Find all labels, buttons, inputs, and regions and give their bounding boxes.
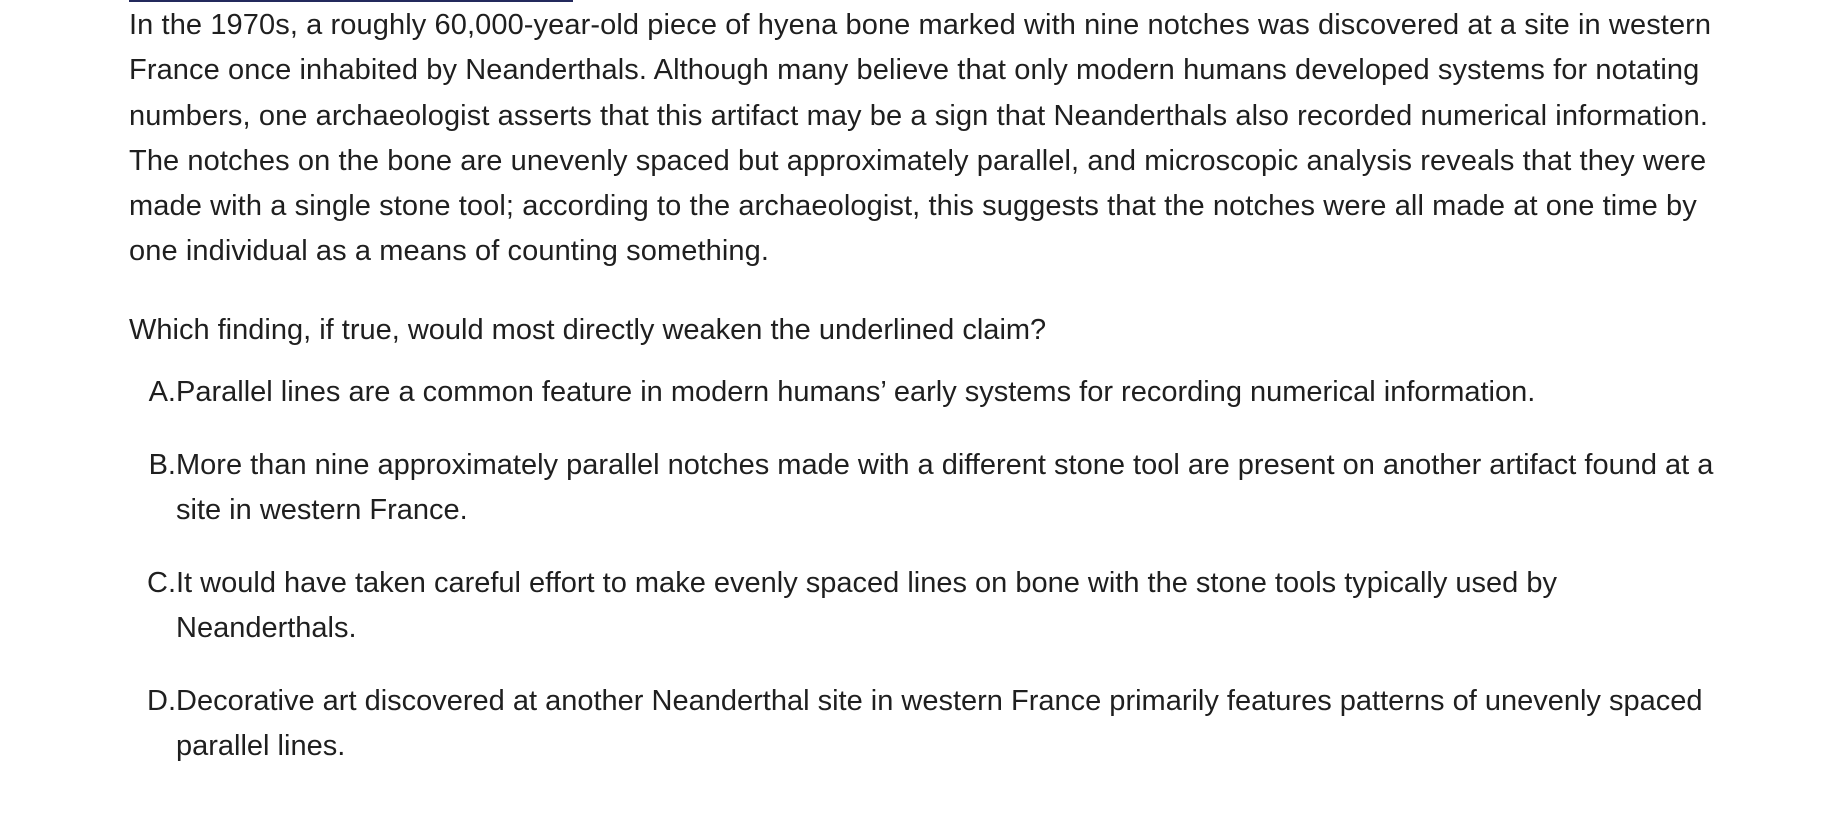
answer-choices: A. Parallel lines are a common feature i… (129, 370, 1729, 769)
choice-a-text: Parallel lines are a common feature in m… (176, 375, 1536, 408)
choice-c-text: It would have taken careful effort to ma… (176, 566, 1557, 644)
choice-c[interactable]: C. It would have taken careful effort to… (129, 561, 1729, 651)
question-stem: Which finding, if true, would most direc… (129, 313, 1047, 346)
choice-a-letter: A. (148, 375, 176, 408)
choice-c-letter: C. (147, 566, 176, 599)
choice-b[interactable]: B. More than nine approximately parallel… (129, 443, 1729, 533)
underline-fragment (129, 0, 573, 2)
choice-b-text: More than nine approximately parallel no… (176, 448, 1714, 526)
choice-d-text: Decorative art discovered at another Nea… (176, 684, 1703, 762)
passage-text: In the 1970s, a roughly 60,000-year-old … (129, 9, 1712, 268)
choice-b-letter: B. (148, 448, 176, 481)
choice-d-letter: D. (147, 684, 176, 717)
choice-d[interactable]: D. Decorative art discovered at another … (129, 679, 1729, 769)
question-content: In the 1970s, a roughly 60,000-year-old … (129, 3, 1729, 797)
choice-a[interactable]: A. Parallel lines are a common feature i… (129, 370, 1729, 415)
